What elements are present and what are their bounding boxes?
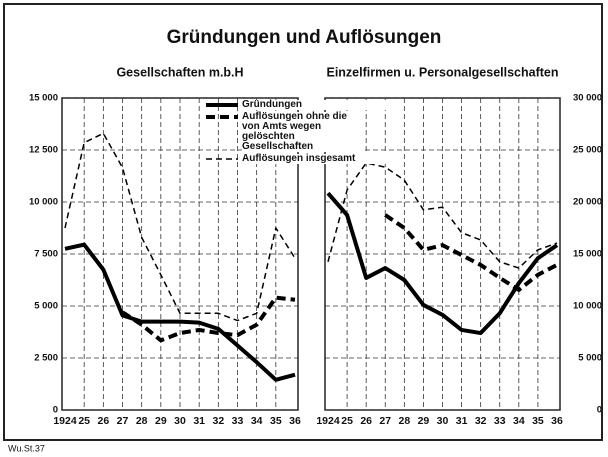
- y-tick-label: 20 000: [573, 197, 602, 208]
- x-tick-label: 25: [341, 415, 353, 427]
- x-tick-label: 36: [289, 415, 301, 427]
- y-tick-label: 15 000: [29, 93, 58, 104]
- x-tick-label: 34: [513, 415, 525, 427]
- y-tick-label: 10 000: [573, 301, 602, 312]
- x-tick-label: 30: [437, 415, 449, 427]
- x-tick-label: 34: [251, 415, 263, 427]
- x-tick-label: 28: [136, 415, 148, 427]
- x-tick-label: 27: [379, 415, 391, 427]
- x-tick-label: 32: [212, 415, 224, 427]
- x-tick-label: 29: [418, 415, 430, 427]
- x-tick-label: 26: [97, 415, 109, 427]
- y-tick-label: 15 000: [573, 249, 602, 260]
- x-tick-label: 26: [360, 415, 372, 427]
- y-tick-label: 5 000: [34, 301, 58, 312]
- series-line: [384, 213, 558, 292]
- y-tick-label: 30 000: [573, 93, 602, 104]
- y-tick-label: 25 000: [573, 145, 602, 156]
- series-line: [64, 242, 296, 382]
- y-tick-label: 10 000: [29, 197, 58, 208]
- y-tick-label: 2 500: [34, 353, 58, 364]
- x-tick-label: 30: [174, 415, 186, 427]
- panel-subtitle: Gesellschaften m.b.H: [116, 65, 243, 79]
- series-line: [326, 191, 559, 336]
- source: Wu.St.37: [8, 443, 45, 453]
- frame: [3, 3, 603, 441]
- x-tick-label: 31: [193, 415, 205, 427]
- panel-subtitle: Einzelfirmen u. Personalgesellschaften: [326, 65, 558, 79]
- x-tick-label: 35: [270, 415, 282, 427]
- y-tick-label: 7 500: [34, 249, 58, 260]
- x-tick-label: 36: [551, 415, 563, 427]
- y-tick-label: 0: [597, 405, 602, 416]
- series-line: [121, 295, 296, 343]
- chart-title: Gründungen und Auflösungen: [167, 27, 442, 48]
- y-tick-label: 0: [53, 405, 58, 416]
- x-tick-label: 29: [155, 415, 167, 427]
- series-line: [327, 162, 558, 269]
- y-tick-label: 12 500: [29, 145, 58, 156]
- x-tick-label: 1924: [316, 415, 340, 427]
- x-tick-label: 35: [532, 415, 544, 427]
- x-tick-label: 31: [456, 415, 468, 427]
- x-tick-label: 25: [78, 415, 90, 427]
- legend-label: Gründungen: [242, 100, 402, 110]
- x-tick-label: 28: [398, 415, 410, 427]
- series-line: [64, 132, 296, 322]
- x-tick-label: 27: [117, 415, 129, 427]
- y-tick-label: 5 000: [578, 353, 602, 364]
- legend-label: Auflösungen ohne die von Amts wegen gelö…: [242, 112, 364, 152]
- x-tick-label: 33: [232, 415, 244, 427]
- x-tick-label: 1924: [53, 415, 77, 427]
- legend-label: Auflösungen insgesamt: [242, 154, 402, 164]
- x-tick-label: 32: [475, 415, 487, 427]
- x-tick-label: 33: [494, 415, 506, 427]
